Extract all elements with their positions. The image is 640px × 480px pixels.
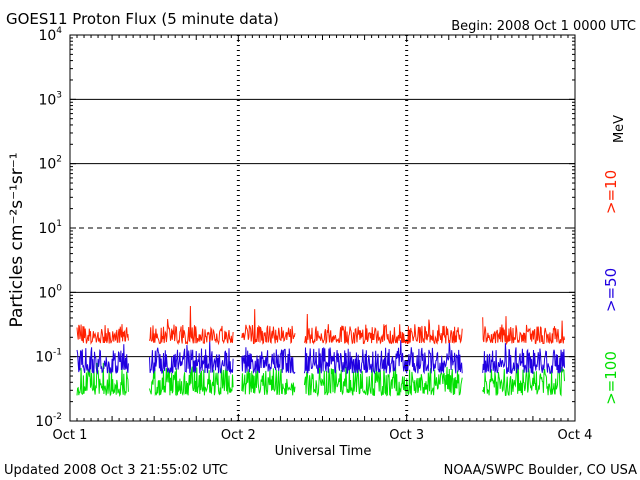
y-tick-label: 100	[38, 283, 62, 301]
flux-trace-ge50	[482, 343, 565, 375]
y-tick-label: 102	[38, 155, 62, 173]
chart-title: GOES11 Proton Flux (5 minute data)	[6, 10, 279, 28]
y-axis-label: Particles cm⁻²s⁻¹sr⁻¹	[7, 152, 27, 327]
legend-label-ge10: >=10	[602, 170, 620, 214]
flux-trace-ge10	[482, 316, 565, 346]
flux-trace-ge50	[76, 344, 129, 375]
legend: >=10 >=50 >=100 MeV	[602, 115, 627, 405]
flux-trace-ge100	[303, 362, 463, 398]
flux-trace-ge10	[76, 324, 129, 345]
updated-timestamp: Updated 2008 Oct 3 21:55:02 UTC	[4, 463, 228, 478]
gridlines	[70, 98, 575, 358]
flux-trace-ge100	[241, 367, 296, 396]
flux-trace-ge50	[303, 340, 463, 375]
y-tick-label: 104	[38, 26, 62, 44]
flux-trace-ge10	[303, 313, 463, 346]
x-tick-label: Oct 4	[558, 428, 593, 443]
x-axis-ticks: Oct 1 Oct 2 Oct 3 Oct 4	[53, 35, 593, 443]
legend-label-ge100: >=100	[602, 351, 620, 405]
agency-credit: NOAA/SWPC Boulder, CO USA	[444, 463, 637, 478]
x-tick-label: Oct 2	[221, 428, 256, 443]
flux-trace-ge10	[241, 309, 296, 345]
x-tick-label: Oct 1	[53, 428, 88, 443]
flux-trace-ge100	[482, 362, 565, 397]
flux-trace-ge100	[149, 366, 234, 397]
y-axis-ticks: 104 103 102 101 100 10-1 10-2	[35, 26, 575, 430]
legend-label-ge50: >=50	[602, 268, 620, 312]
y-tick-label: 101	[38, 219, 62, 237]
y-tick-label: 10-2	[35, 412, 62, 430]
legend-unit-label: MeV	[612, 115, 627, 143]
flux-trace-ge10	[149, 305, 234, 346]
x-axis-label: Universal Time	[275, 444, 372, 459]
begin-date-label: Begin: 2008 Oct 1 0000 UTC	[451, 19, 636, 34]
x-tick-label: Oct 3	[389, 428, 424, 443]
y-tick-label: 10-1	[35, 348, 62, 366]
flux-trace-ge50	[149, 340, 234, 375]
flux-trace-ge50	[241, 347, 296, 374]
y-tick-label: 103	[38, 90, 62, 108]
flux-trace-ge100	[76, 362, 129, 397]
series-layer	[76, 305, 565, 398]
